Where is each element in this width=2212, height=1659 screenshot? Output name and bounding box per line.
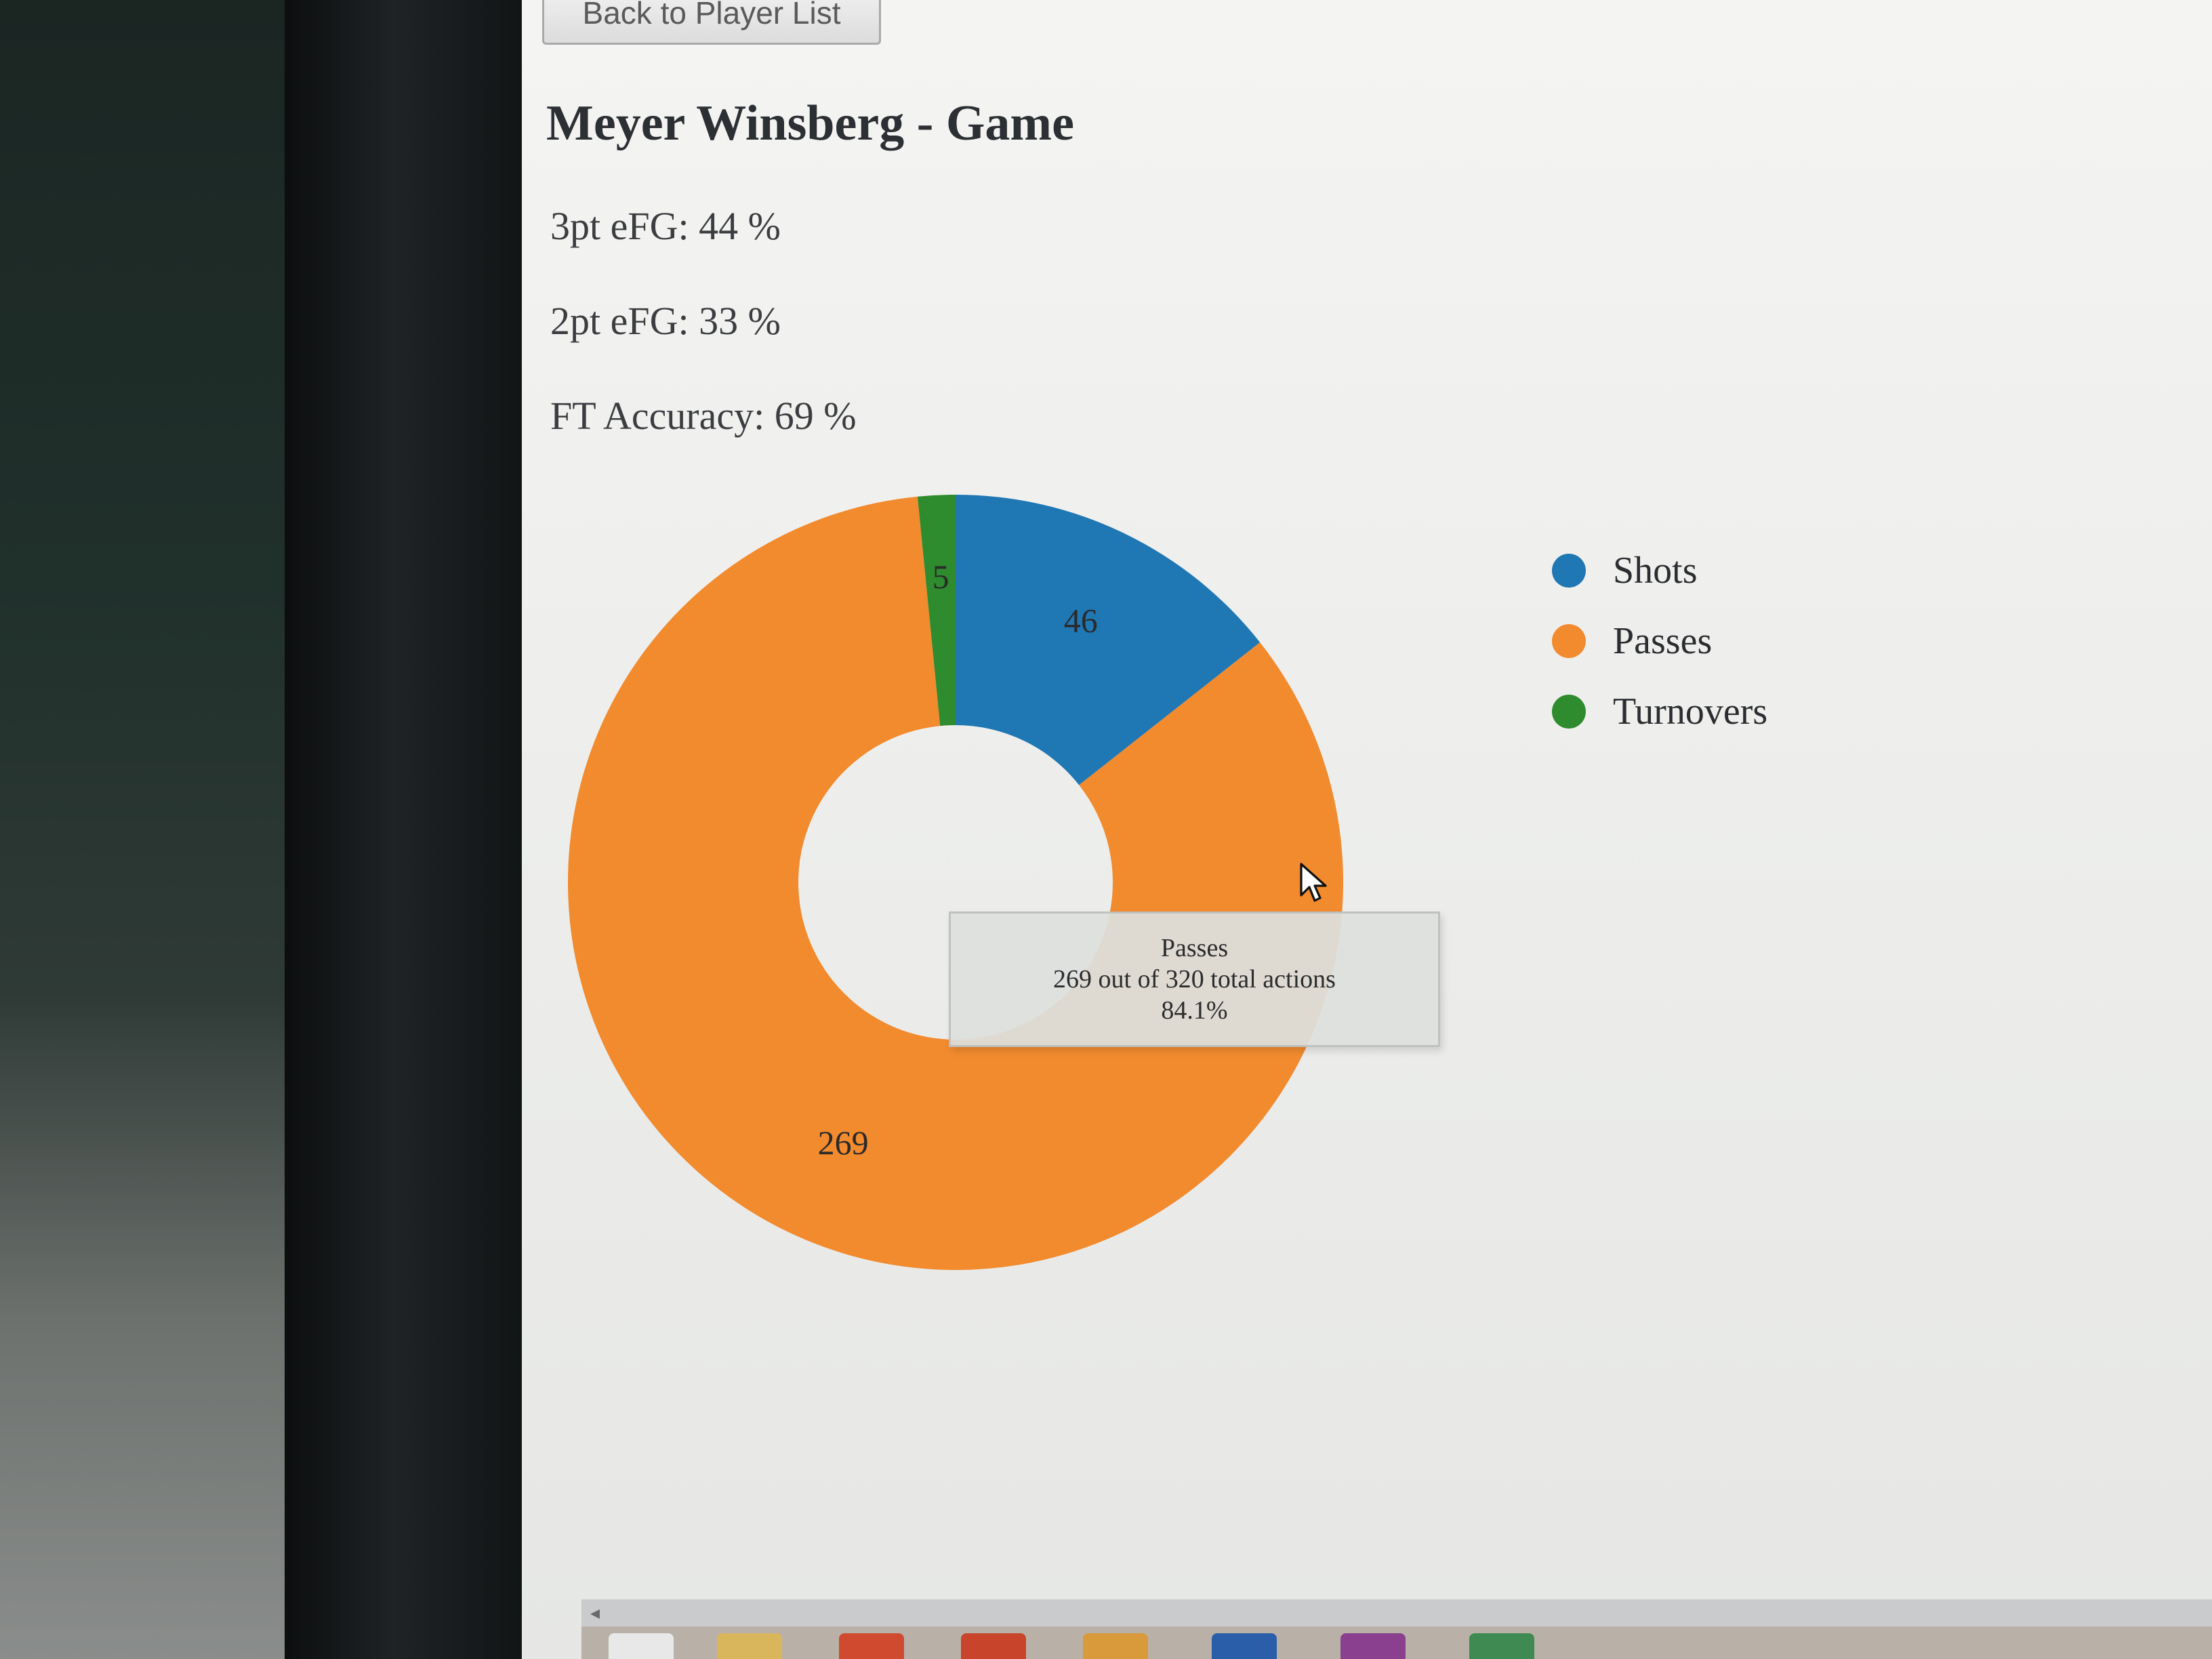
onenote-icon[interactable] — [1340, 1633, 1406, 1659]
horizontal-scrollbar[interactable]: ◂ — [581, 1599, 2212, 1626]
chart-legend: Shots Passes Turnovers — [1552, 535, 1767, 747]
browser-page: Back to Player List Meyer Winsberg - Gam… — [522, 0, 2212, 1659]
legend-item-turnovers[interactable]: Turnovers — [1552, 676, 1767, 747]
mouse-pointer-icon — [1300, 863, 1327, 902]
legend-dot-shots — [1552, 554, 1586, 588]
donut-slice-shots[interactable] — [956, 495, 1261, 785]
stat-ft-accuracy: FT Accuracy: 69 % — [550, 394, 857, 438]
word-icon[interactable] — [1212, 1633, 1277, 1659]
tooltip-title: Passes — [1160, 934, 1229, 962]
donut-slice-passes[interactable] — [568, 496, 1344, 1270]
windows-start-icon[interactable] — [609, 1633, 674, 1659]
tooltip-percent: 84.1% — [1161, 996, 1228, 1025]
scroll-left-arrow-icon[interactable]: ◂ — [590, 1601, 600, 1624]
legend-item-shots[interactable]: Shots — [1552, 535, 1767, 606]
legend-label-turnovers: Turnovers — [1613, 691, 1768, 733]
chart-tooltip: Passes 269 out of 320 total actions 84.1… — [949, 912, 1440, 1047]
legend-label-passes: Passes — [1613, 620, 1713, 662]
powerpoint-icon[interactable] — [961, 1633, 1026, 1659]
file-explorer-icon[interactable] — [717, 1633, 782, 1659]
legend-dot-passes — [1552, 624, 1586, 658]
legend-item-passes[interactable]: Passes — [1552, 606, 1767, 676]
donut-chart: 46 269 5 — [568, 495, 1344, 1270]
tooltip-detail: 269 out of 320 total actions — [1053, 965, 1336, 994]
taskbar — [581, 1626, 2212, 1659]
chrome-icon[interactable] — [839, 1633, 904, 1659]
page-title: Meyer Winsberg - Game — [546, 96, 1074, 151]
data-label-turnovers: 5 — [933, 558, 949, 596]
stat-3pt-efg: 3pt eFG: 44 % — [550, 204, 781, 248]
legend-dot-turnovers — [1552, 695, 1586, 729]
app-icon[interactable] — [1083, 1633, 1148, 1659]
monitor-bezel — [285, 0, 529, 1659]
stat-2pt-efg: 2pt eFG: 33 % — [550, 299, 781, 343]
data-label-shots: 46 — [1064, 602, 1098, 640]
back-to-player-list-button[interactable]: Back to Player List — [542, 0, 881, 45]
legend-label-shots: Shots — [1613, 550, 1698, 592]
data-label-passes: 269 — [818, 1124, 869, 1162]
donut-slice-turnovers[interactable] — [917, 495, 956, 726]
excel-icon[interactable] — [1469, 1633, 1534, 1659]
